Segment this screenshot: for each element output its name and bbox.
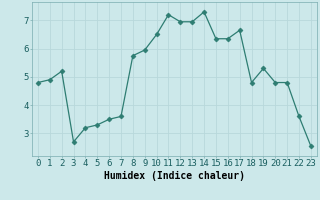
X-axis label: Humidex (Indice chaleur): Humidex (Indice chaleur) xyxy=(104,171,245,181)
